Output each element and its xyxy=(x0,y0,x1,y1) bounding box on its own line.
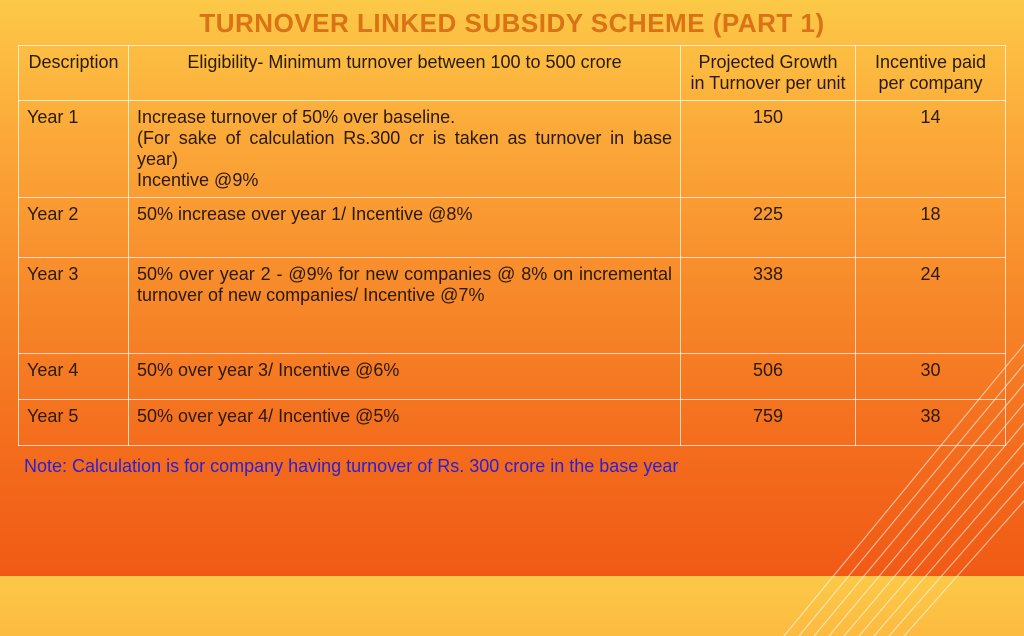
cell-description: Year 3 xyxy=(19,258,129,354)
table-row: Year 250% increase over year 1/ Incentiv… xyxy=(19,198,1006,258)
cell-incentive: 30 xyxy=(856,354,1006,400)
cell-growth: 759 xyxy=(681,400,856,446)
cell-incentive: 38 xyxy=(856,400,1006,446)
col-incentive: Incentive paid per company xyxy=(856,46,1006,101)
cell-incentive: 14 xyxy=(856,101,1006,198)
header-row: Description Eligibility- Minimum turnove… xyxy=(19,46,1006,101)
cell-growth: 506 xyxy=(681,354,856,400)
cell-eligibility: 50% over year 4/ Incentive @5% xyxy=(129,400,681,446)
cell-growth: 338 xyxy=(681,258,856,354)
cell-description: Year 4 xyxy=(19,354,129,400)
cell-description: Year 2 xyxy=(19,198,129,258)
cell-incentive: 18 xyxy=(856,198,1006,258)
cell-incentive: 24 xyxy=(856,258,1006,354)
table-row: Year 450% over year 3/ Incentive @6%5063… xyxy=(19,354,1006,400)
table-container: Description Eligibility- Minimum turnove… xyxy=(18,45,1006,446)
cell-eligibility: 50% over year 3/ Incentive @6% xyxy=(129,354,681,400)
cell-description: Year 1 xyxy=(19,101,129,198)
cell-eligibility: 50% over year 2 - @9% for new companies … xyxy=(129,258,681,354)
col-eligibility: Eligibility- Minimum turnover between 10… xyxy=(129,46,681,101)
table-row: Year 550% over year 4/ Incentive @5%7593… xyxy=(19,400,1006,446)
footnote: Note: Calculation is for company having … xyxy=(24,456,1000,477)
cell-eligibility: 50% increase over year 1/ Incentive @8% xyxy=(129,198,681,258)
cell-growth: 225 xyxy=(681,198,856,258)
cell-eligibility: Increase turnover of 50% over baseline. … xyxy=(129,101,681,198)
cell-description: Year 5 xyxy=(19,400,129,446)
col-description: Description xyxy=(19,46,129,101)
col-growth: Projected Growth in Turnover per unit xyxy=(681,46,856,101)
cell-growth: 150 xyxy=(681,101,856,198)
page-title: TURNOVER LINKED SUBSIDY SCHEME (PART 1) xyxy=(0,0,1024,45)
table-row: Year 350% over year 2 - @9% for new comp… xyxy=(19,258,1006,354)
subsidy-table: Description Eligibility- Minimum turnove… xyxy=(18,45,1006,446)
table-row: Year 1Increase turnover of 50% over base… xyxy=(19,101,1006,198)
